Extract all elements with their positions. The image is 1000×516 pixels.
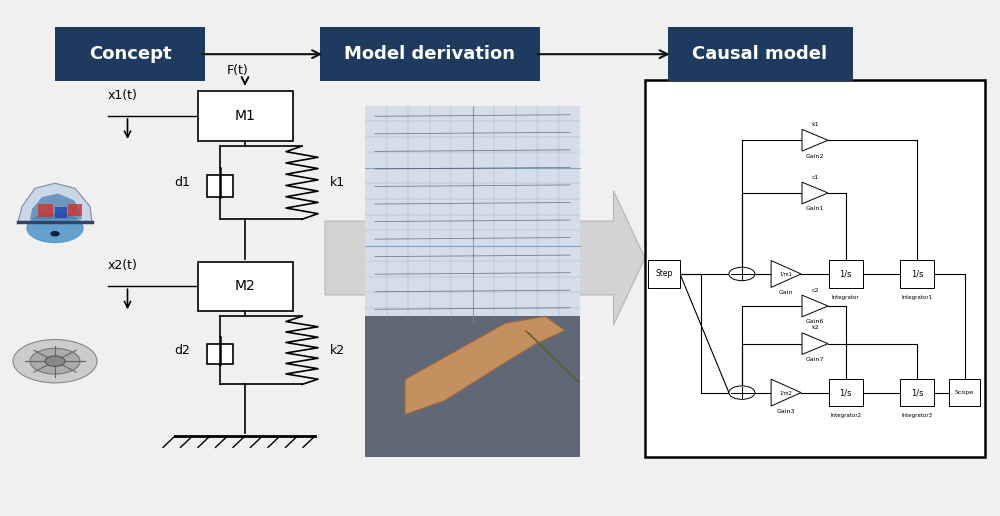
Text: Integrator3: Integrator3 <box>901 413 933 418</box>
Text: Gain1: Gain1 <box>806 206 824 212</box>
FancyBboxPatch shape <box>648 261 680 287</box>
Circle shape <box>45 356 65 366</box>
FancyBboxPatch shape <box>365 106 580 457</box>
Text: Scope: Scope <box>955 390 974 395</box>
Text: Gain: Gain <box>779 290 793 295</box>
FancyBboxPatch shape <box>68 204 82 216</box>
Text: k1: k1 <box>329 176 345 189</box>
Polygon shape <box>802 130 828 151</box>
Text: k2: k2 <box>811 325 819 330</box>
FancyBboxPatch shape <box>829 261 863 287</box>
Polygon shape <box>771 379 801 406</box>
Text: 1/s: 1/s <box>839 388 852 397</box>
Circle shape <box>27 214 83 243</box>
Text: 1/s: 1/s <box>911 269 923 279</box>
Text: Gain2: Gain2 <box>806 154 824 158</box>
FancyBboxPatch shape <box>198 262 292 311</box>
Circle shape <box>729 386 755 399</box>
Polygon shape <box>575 191 645 325</box>
FancyBboxPatch shape <box>900 379 934 406</box>
Text: Integrator1: Integrator1 <box>901 295 933 300</box>
Polygon shape <box>325 191 400 325</box>
FancyBboxPatch shape <box>900 261 934 287</box>
Text: Model derivation: Model derivation <box>344 45 516 63</box>
FancyBboxPatch shape <box>207 175 233 197</box>
Polygon shape <box>802 295 828 317</box>
Text: 1/s: 1/s <box>911 388 923 397</box>
FancyBboxPatch shape <box>198 91 292 141</box>
Polygon shape <box>771 261 801 287</box>
Text: Integrator: Integrator <box>832 295 859 300</box>
Circle shape <box>13 340 97 383</box>
Text: x1(t): x1(t) <box>108 89 137 102</box>
FancyBboxPatch shape <box>365 106 580 324</box>
Text: Causal model: Causal model <box>692 45 828 63</box>
Text: d1: d1 <box>174 176 190 189</box>
FancyBboxPatch shape <box>55 207 67 218</box>
Text: k2: k2 <box>329 344 345 357</box>
Circle shape <box>51 232 59 236</box>
Text: M1: M1 <box>235 109 255 123</box>
Text: Gain6: Gain6 <box>806 319 824 325</box>
Text: Gain3: Gain3 <box>777 409 795 414</box>
FancyBboxPatch shape <box>207 344 233 364</box>
Text: F(t): F(t) <box>227 64 249 77</box>
FancyBboxPatch shape <box>829 379 863 406</box>
Polygon shape <box>525 330 580 383</box>
Text: 1/s: 1/s <box>839 269 852 279</box>
FancyBboxPatch shape <box>320 27 540 81</box>
Text: x2(t): x2(t) <box>108 259 137 272</box>
Polygon shape <box>30 194 82 219</box>
FancyBboxPatch shape <box>365 316 580 457</box>
Text: 1/m1: 1/m1 <box>780 271 792 277</box>
FancyBboxPatch shape <box>668 27 852 81</box>
Polygon shape <box>405 316 565 414</box>
FancyBboxPatch shape <box>38 204 53 217</box>
Polygon shape <box>18 183 92 222</box>
Text: Concept: Concept <box>89 45 171 63</box>
Text: c2: c2 <box>811 287 819 293</box>
FancyBboxPatch shape <box>645 80 985 457</box>
Text: 1/m2: 1/m2 <box>780 390 792 395</box>
Text: k1: k1 <box>811 122 819 127</box>
Text: d2: d2 <box>174 344 190 357</box>
Polygon shape <box>802 333 828 354</box>
Text: Gain7: Gain7 <box>806 357 824 362</box>
FancyBboxPatch shape <box>55 27 205 81</box>
Polygon shape <box>802 182 828 204</box>
Circle shape <box>30 348 80 374</box>
Circle shape <box>729 267 755 281</box>
Text: Step: Step <box>655 269 672 279</box>
Text: c1: c1 <box>811 174 819 180</box>
Text: Integrator2: Integrator2 <box>830 413 861 418</box>
Text: M2: M2 <box>235 279 255 294</box>
FancyBboxPatch shape <box>949 379 980 406</box>
